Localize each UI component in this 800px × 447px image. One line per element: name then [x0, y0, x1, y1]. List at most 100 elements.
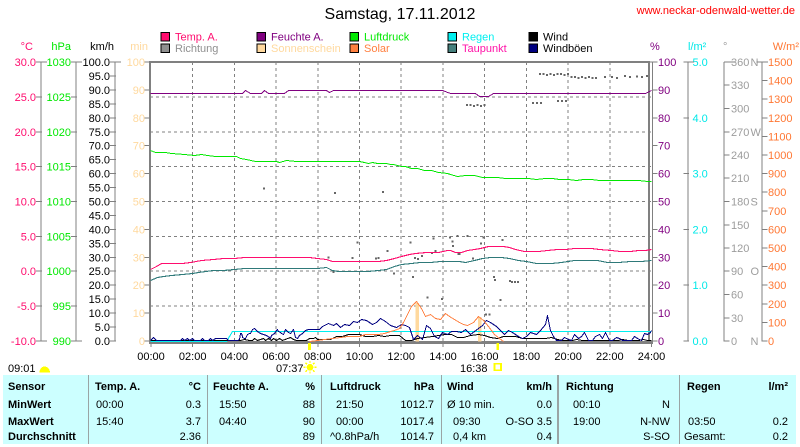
- svg-text:70: 70: [658, 141, 670, 153]
- svg-text:90: 90: [658, 85, 670, 97]
- svg-text:30: 30: [731, 313, 743, 325]
- svg-text:W: W: [751, 127, 762, 139]
- svg-text:hPa: hPa: [51, 41, 71, 53]
- svg-text:80: 80: [133, 113, 145, 125]
- svg-text:1010: 1010: [47, 197, 71, 209]
- svg-text:85.0: 85.0: [89, 99, 110, 111]
- svg-text:60: 60: [133, 169, 145, 181]
- svg-text:240: 240: [731, 150, 749, 162]
- svg-text:150: 150: [731, 220, 749, 232]
- svg-text:2.0: 2.0: [693, 224, 708, 236]
- svg-text:O: O: [751, 266, 760, 278]
- svg-text:1030: 1030: [47, 57, 71, 69]
- svg-text:50: 50: [658, 197, 670, 209]
- svg-text:100.0: 100.0: [82, 57, 110, 69]
- svg-text:14:00: 14:00: [429, 351, 457, 363]
- svg-text:55.0: 55.0: [89, 183, 110, 195]
- svg-text:1100: 1100: [768, 131, 792, 143]
- svg-text:70: 70: [133, 141, 145, 153]
- svg-text:Feuchte A.: Feuchte A.: [271, 32, 324, 44]
- svg-text:20.0: 20.0: [89, 280, 110, 292]
- svg-text:1000: 1000: [47, 266, 71, 278]
- svg-text:15.0: 15.0: [15, 162, 36, 174]
- svg-text:40: 40: [133, 224, 145, 236]
- svg-text:60: 60: [731, 290, 743, 302]
- svg-text:Samstag, 17.11.2012: Samstag, 17.11.2012: [325, 6, 476, 23]
- svg-text:%: %: [650, 41, 660, 53]
- svg-text:12:00: 12:00: [387, 351, 415, 363]
- svg-text:80.0: 80.0: [89, 113, 110, 125]
- svg-text:5.0: 5.0: [693, 57, 708, 69]
- svg-text:10: 10: [133, 308, 145, 320]
- svg-text:°: °: [723, 41, 727, 53]
- svg-text:1025: 1025: [47, 92, 71, 104]
- svg-text:80: 80: [658, 113, 670, 125]
- svg-text:07:37: 07:37: [276, 363, 304, 375]
- svg-text:1015: 1015: [47, 162, 71, 174]
- svg-text:min: min: [130, 41, 148, 53]
- svg-text:02:00: 02:00: [179, 351, 207, 363]
- svg-text:10: 10: [658, 308, 670, 320]
- svg-text:22:00: 22:00: [596, 351, 624, 363]
- svg-text:Solar: Solar: [364, 43, 390, 55]
- svg-text:330: 330: [731, 80, 749, 92]
- svg-text:16:38: 16:38: [460, 363, 488, 375]
- svg-text:30.0: 30.0: [89, 252, 110, 264]
- svg-text:900: 900: [768, 169, 786, 181]
- svg-text:600: 600: [768, 224, 786, 236]
- svg-text:90: 90: [731, 266, 743, 278]
- svg-text:60: 60: [658, 169, 670, 181]
- svg-text:360: 360: [731, 57, 749, 69]
- svg-text:990: 990: [53, 336, 71, 348]
- svg-text:25.0: 25.0: [89, 266, 110, 278]
- svg-text:0.0: 0.0: [95, 336, 110, 348]
- svg-text:Taupunkt: Taupunkt: [462, 43, 507, 55]
- svg-text:120: 120: [731, 243, 749, 255]
- svg-text:10:00: 10:00: [346, 351, 374, 363]
- svg-text:04:00: 04:00: [221, 351, 249, 363]
- svg-text:35.0: 35.0: [89, 238, 110, 250]
- svg-text:-10.0: -10.0: [11, 336, 36, 348]
- svg-text:270: 270: [731, 127, 749, 139]
- svg-text:4.0: 4.0: [693, 113, 708, 125]
- svg-text:24:00: 24:00: [638, 351, 666, 363]
- svg-text:5.0: 5.0: [95, 322, 110, 334]
- svg-text:0.0: 0.0: [21, 266, 36, 278]
- svg-text:180: 180: [731, 197, 749, 209]
- svg-text:90.0: 90.0: [89, 85, 110, 97]
- svg-text:45.0: 45.0: [89, 210, 110, 222]
- svg-text:www.neckar-odenwald-wetter.de: www.neckar-odenwald-wetter.de: [636, 5, 795, 17]
- svg-text:90: 90: [133, 85, 145, 97]
- svg-text:Luftdruck: Luftdruck: [364, 32, 410, 44]
- svg-text:995: 995: [53, 301, 71, 313]
- svg-text:500: 500: [768, 243, 786, 255]
- svg-text:200: 200: [768, 299, 786, 311]
- svg-text:75.0: 75.0: [89, 127, 110, 139]
- svg-text:20: 20: [133, 280, 145, 292]
- svg-text:3.0: 3.0: [693, 169, 708, 181]
- svg-text:N: N: [751, 336, 759, 348]
- svg-text:100: 100: [768, 317, 786, 329]
- svg-text:Temp. A.: Temp. A.: [175, 32, 218, 44]
- svg-text:0: 0: [658, 336, 664, 348]
- svg-text:0: 0: [139, 336, 145, 348]
- svg-text:100: 100: [127, 57, 145, 69]
- svg-text:210: 210: [731, 173, 749, 185]
- svg-text:1020: 1020: [47, 127, 71, 139]
- svg-text:-5.0: -5.0: [17, 301, 36, 313]
- svg-text:25.0: 25.0: [15, 92, 36, 104]
- svg-text:800: 800: [768, 187, 786, 199]
- svg-text:06:00: 06:00: [262, 351, 290, 363]
- svg-text:08:00: 08:00: [304, 351, 332, 363]
- svg-text:40: 40: [658, 224, 670, 236]
- svg-text:40.0: 40.0: [89, 224, 110, 236]
- svg-text:1005: 1005: [47, 231, 71, 243]
- svg-text:1000: 1000: [768, 150, 792, 162]
- svg-text:°C: °C: [21, 41, 33, 53]
- svg-text:1200: 1200: [768, 113, 792, 125]
- svg-text:15.0: 15.0: [89, 294, 110, 306]
- svg-text:09:01: 09:01: [8, 363, 36, 375]
- svg-text:0: 0: [731, 336, 737, 348]
- svg-text:50.0: 50.0: [89, 197, 110, 209]
- svg-text:0.0: 0.0: [693, 336, 708, 348]
